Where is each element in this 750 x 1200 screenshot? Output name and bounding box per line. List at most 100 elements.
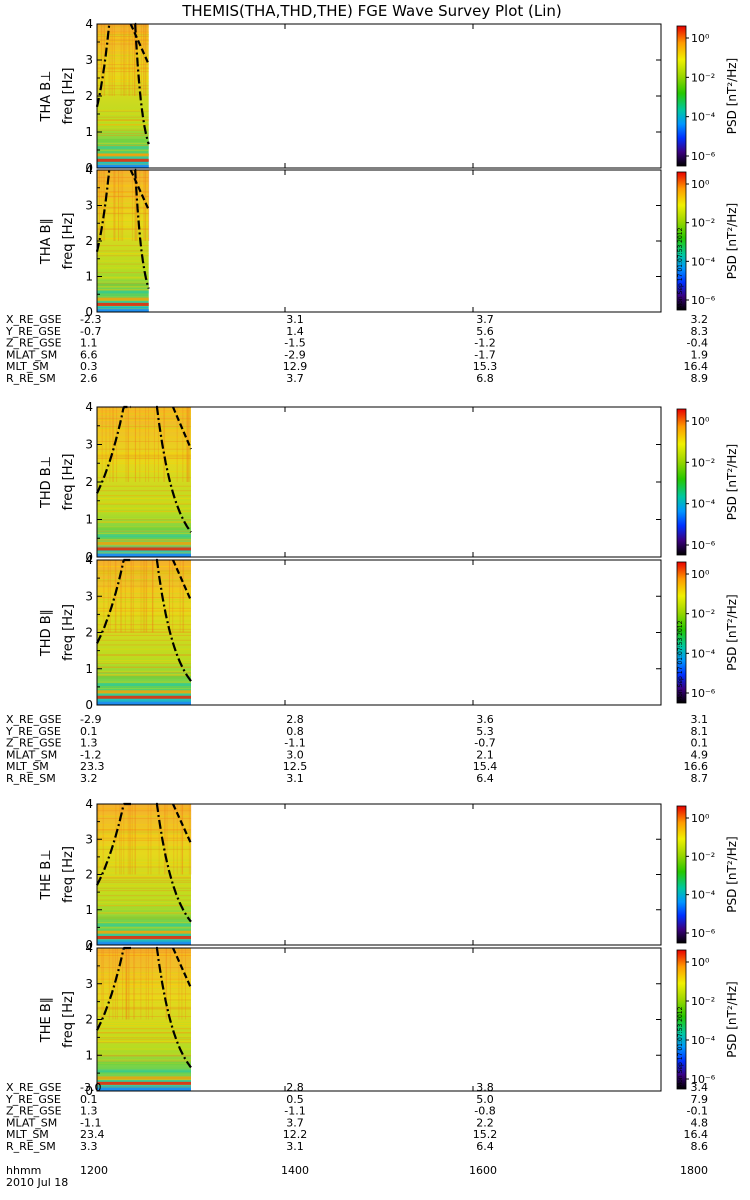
spectrogram-column [133, 24, 135, 96]
spectrogram-streak [97, 892, 191, 894]
spectrogram-column [187, 407, 189, 482]
ephemeris-value: -1.2 [80, 748, 101, 761]
spectrogram-streak [97, 62, 149, 64]
spectrogram-streak [97, 1086, 191, 1088]
spectrogram-streak [97, 979, 191, 981]
y-tick-label: 3 [85, 199, 93, 213]
spectrogram-streak [97, 454, 191, 456]
spectrogram-streak [97, 286, 149, 288]
spectrogram-streak [97, 418, 191, 420]
colorbar-label: PSD [nT²/Hz] [725, 58, 739, 134]
spectrogram-streak [97, 1035, 191, 1037]
y-tick-label: 0 [85, 1084, 93, 1098]
spectrogram-streak [97, 163, 149, 165]
spectrogram-streak [97, 91, 149, 93]
spectrogram-streak [97, 597, 191, 599]
spectrogram-column [127, 948, 129, 1020]
spectrogram-column [120, 24, 122, 96]
spectrogram-streak [97, 263, 149, 265]
spectrogram-column [164, 804, 166, 875]
spectrogram-streak [97, 255, 149, 257]
spectrogram-column [129, 24, 131, 96]
panel-label: THE B∥ [39, 997, 54, 1043]
spectrogram-streak [97, 926, 191, 928]
spectrogram-column [134, 24, 136, 96]
spectrogram-streak [97, 198, 149, 200]
spectrogram-streak [97, 205, 149, 207]
ephemeris-value: 8.7 [691, 772, 709, 785]
spectrogram-column [128, 24, 130, 96]
spectrogram-streak [97, 67, 149, 69]
ephemeris-value: 12.2 [283, 1128, 308, 1141]
spectrogram-streak [97, 983, 191, 985]
spectrogram-streak [97, 872, 191, 874]
x-tick-label: 1600 [469, 1164, 497, 1177]
spectrogram-band [97, 916, 191, 920]
spectrogram-streak [97, 938, 191, 940]
spectrogram-column [134, 804, 136, 875]
ephemeris-value: 3.0 [286, 748, 304, 761]
spectrogram-streak [97, 585, 191, 587]
spectrogram-column [109, 560, 111, 633]
spectrogram-column [150, 804, 152, 875]
spectrogram-streak [97, 198, 149, 200]
spectrogram-column [164, 804, 166, 875]
spectrogram-image [97, 948, 191, 1091]
spectrogram-column [153, 407, 155, 482]
spectrogram-image [97, 407, 191, 557]
spectrogram-streak [97, 569, 191, 571]
x-tick-label: 1400 [281, 1164, 309, 1177]
spectrogram-streak [97, 276, 149, 278]
spectrogram-column [119, 804, 121, 875]
spectrogram-streak [97, 1040, 191, 1042]
spectrogram-streak [97, 876, 191, 878]
y-axis-label: freq [Hz] [61, 604, 76, 661]
ephemeris-value: 0.5 [286, 1093, 304, 1106]
spectrogram-streak [97, 1033, 191, 1035]
colorbar-tick-label: 10⁻² [691, 608, 715, 621]
spectrogram-streak [97, 808, 191, 810]
spectrogram-column [140, 24, 142, 96]
spectrogram-streak [97, 32, 149, 34]
colorbar-scale [676, 408, 687, 556]
colorbar: 10⁰ 10⁻² 10⁻⁴ 10⁻⁶ PSD [nT²/Hz] Mon Sep 17 01… [676, 171, 739, 311]
spectrogram-streak [97, 954, 191, 956]
spectrogram-streak [97, 897, 191, 899]
ephemeris-value: 12.5 [283, 760, 308, 773]
spectrogram-column [133, 948, 135, 1020]
spectrogram-column [109, 407, 111, 482]
spectrogram-streak [97, 972, 191, 974]
spectrogram-streak [97, 674, 191, 676]
spectrogram-column [134, 170, 136, 241]
spectrogram-streak [97, 539, 191, 541]
ephemeris-value: 4.8 [691, 1116, 709, 1129]
spectrogram-streak [97, 238, 149, 240]
spectrogram-streak [97, 580, 191, 582]
spectrogram-streak [97, 221, 149, 223]
ephemeris-row-name: X_RE_GSE [6, 1081, 62, 1094]
spectrogram-column [134, 407, 136, 482]
ephemeris-value: -1.1 [284, 1105, 305, 1118]
spectrogram-column [158, 804, 160, 875]
spectrogram-streak [97, 1006, 191, 1008]
y-tick-label: 3 [85, 438, 93, 452]
spectrogram-band [97, 290, 149, 294]
spectrogram-streak [97, 624, 191, 626]
colorbar-tick-label: 10⁻⁶ [691, 150, 716, 163]
colorbar-tick-label: 10⁻⁶ [691, 687, 716, 700]
spectrogram-streak [97, 631, 191, 633]
spectrogram-streak [97, 67, 149, 69]
spectrogram-column [130, 804, 132, 875]
spectrogram-streak [97, 71, 149, 73]
spectrogram-column [115, 804, 117, 875]
spectrogram-streak [97, 225, 149, 227]
colorbar-label: PSD [nT²/Hz] [725, 836, 739, 912]
spectrogram-streak [97, 510, 191, 512]
spectrogram-streak [97, 904, 191, 906]
spectrogram-streak [97, 571, 191, 573]
spectrogram-streak [97, 661, 191, 663]
spectrogram-streak [97, 615, 191, 617]
spectrogram-column [120, 560, 122, 633]
spectrogram-streak [97, 601, 191, 603]
spectrogram-streak [97, 1020, 191, 1022]
